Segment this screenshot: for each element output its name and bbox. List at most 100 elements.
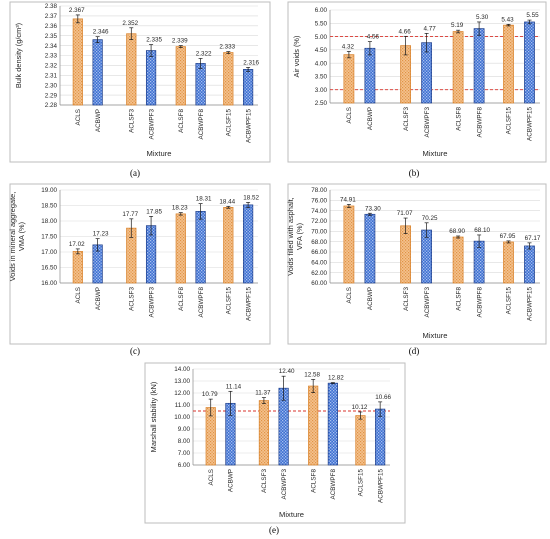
y-tick-label: 60.00 — [311, 280, 327, 287]
data-label: 17.85 — [146, 208, 162, 215]
data-label: 18.31 — [196, 196, 212, 203]
y-tick-label: 76.00 — [311, 198, 327, 205]
data-label: 68.90 — [449, 228, 465, 235]
bar — [343, 205, 355, 284]
y-tick-label: 2.38 — [45, 3, 58, 10]
bar — [92, 39, 103, 106]
data-label: 2.367 — [69, 7, 85, 14]
panel-caption: (b) — [409, 168, 420, 178]
x-axis-title: Mixture — [279, 510, 304, 519]
bar — [343, 54, 355, 104]
data-label: 18.52 — [243, 194, 259, 201]
data-label: 18.44 — [219, 198, 235, 205]
bar — [503, 241, 514, 284]
data-label: 17.02 — [69, 241, 85, 248]
data-label: 10.66 — [375, 394, 391, 401]
x-tick-label: ACBWPF8 — [198, 109, 205, 140]
y-tick-label: 2.37 — [45, 13, 58, 20]
y-tick-label: 18.50 — [41, 203, 57, 210]
x-tick-label: ACBWPF3 — [281, 469, 288, 500]
x-axis-title: Mixture — [423, 331, 448, 340]
data-label: 2.335 — [146, 37, 162, 44]
panel-caption: (d) — [409, 346, 420, 356]
bar — [452, 31, 464, 104]
y-tick-label: 7.00 — [178, 450, 191, 457]
y-tick-label: 64.00 — [311, 260, 327, 267]
data-label: 71.07 — [397, 210, 413, 217]
y-tick-label: 19.00 — [41, 187, 57, 194]
y-tick-label: 2.31 — [45, 73, 58, 80]
y-tick-label: 66.00 — [311, 249, 327, 256]
bar — [327, 382, 338, 466]
y-tick-label: 72.00 — [311, 218, 327, 225]
y-tick-label: 10.00 — [174, 414, 190, 421]
bar — [126, 33, 137, 106]
x-axis-title: Mixture — [147, 149, 172, 158]
y-tick-label: 4.50 — [315, 47, 328, 54]
data-label: 11.37 — [255, 390, 271, 397]
data-label: 5.55 — [526, 12, 539, 19]
x-tick-label: ACBWPF3 — [148, 109, 155, 140]
y-tick-label: 14.00 — [174, 366, 190, 373]
panel-frame — [287, 1, 547, 163]
x-tick-label: ACBWPF8 — [330, 469, 337, 500]
bar — [242, 69, 254, 106]
bar — [72, 251, 83, 284]
chart-panel: 6.00 7.00 8.00 9.00 10.00 11.00 12.00 13.00 14.0… — [144, 362, 406, 524]
bar — [524, 245, 535, 284]
data-label: 67.17 — [525, 235, 541, 242]
bar — [195, 211, 206, 284]
y-tick-label: 62.00 — [311, 270, 327, 277]
bar — [242, 204, 254, 284]
data-label: 12.40 — [279, 368, 295, 375]
x-tick-label: ACLSF15 — [226, 109, 233, 137]
x-tick-label: ACLS — [346, 107, 353, 123]
y-tick-label: 8.00 — [178, 438, 191, 445]
x-tick-label: ACLSF8 — [455, 287, 462, 311]
y-tick-label: 18.00 — [41, 218, 57, 225]
data-label: 2.322 — [196, 50, 212, 57]
y-tick-label: 2.32 — [45, 63, 58, 70]
chart-panel: 2.28 2.29 2.30 2.31 2.32 2.33 2.34 2.35 2.36 2.37… — [9, 1, 271, 163]
x-tick-label: ACLSF15 — [506, 107, 513, 135]
bar — [308, 385, 319, 466]
y-tick-label: 2.33 — [45, 53, 58, 60]
x-tick-label: ACLSF3 — [403, 287, 410, 311]
bar — [524, 21, 535, 104]
data-label: 10.79 — [202, 391, 218, 398]
data-label: 68.10 — [474, 227, 490, 234]
x-tick-label: ACBWP — [228, 469, 235, 492]
x-tick-label: ACBWPF15 — [377, 469, 384, 503]
y-tick-label: 3.50 — [315, 74, 328, 81]
x-tick-label: ACBWPF3 — [424, 107, 431, 138]
data-label: 17.77 — [122, 211, 138, 218]
bar — [375, 408, 386, 466]
y-tick-label: 4.00 — [315, 60, 328, 67]
x-tick-label: ACLS — [346, 287, 353, 303]
x-tick-label: ACBWPF8 — [476, 107, 483, 138]
data-label: 5.43 — [501, 16, 514, 23]
y-tick-label: 78.00 — [311, 187, 327, 194]
data-label: 67.95 — [500, 233, 516, 240]
panel-caption: (e) — [269, 525, 279, 535]
x-tick-label: ACLSF8 — [310, 469, 317, 493]
x-tick-label: ACLS — [75, 109, 82, 125]
y-tick-label: 2.28 — [45, 102, 58, 109]
y-tick-label: 11.00 — [175, 402, 191, 409]
x-tick-label: ACLSF15 — [358, 469, 365, 497]
bar — [364, 213, 376, 284]
x-tick-label: ACBWP — [95, 109, 102, 132]
x-axis-title: Mixture — [423, 149, 448, 158]
data-label: 74.91 — [340, 196, 356, 203]
x-tick-label: ACLS — [208, 469, 215, 485]
bar — [258, 400, 269, 466]
y-tick-label: 2.30 — [45, 82, 58, 89]
data-label: 2.346 — [93, 29, 109, 36]
data-label: 4.77 — [423, 25, 436, 32]
bar — [421, 229, 432, 284]
data-label: 17.23 — [93, 231, 109, 238]
y-tick-label: 16.00 — [41, 280, 57, 287]
x-tick-label: ACLSF8 — [178, 109, 185, 133]
y-tick-label: 2.36 — [45, 23, 58, 30]
bar — [355, 415, 366, 466]
